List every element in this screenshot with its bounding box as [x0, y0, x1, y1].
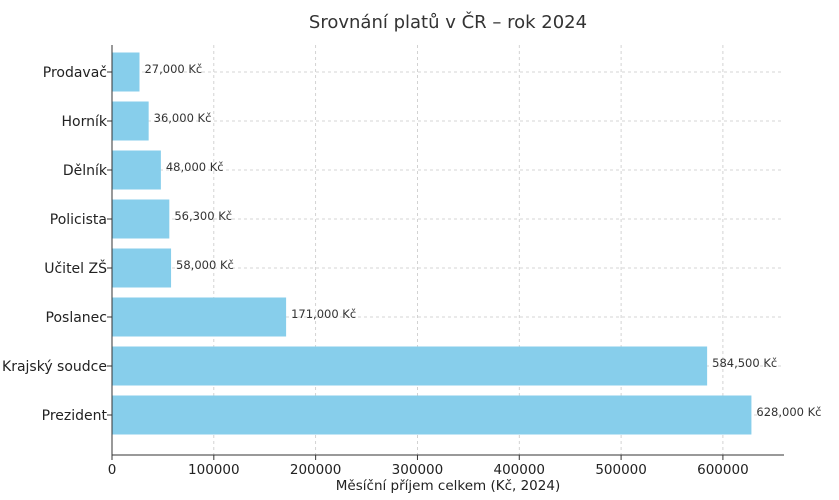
chart-title: Srovnání platů v ČR – rok 2024 [309, 11, 587, 33]
bar [112, 395, 752, 435]
value-label: 584,500 Kč [712, 356, 777, 370]
bar [112, 297, 287, 337]
x-tick-label: 0 [108, 462, 117, 478]
value-label: 48,000 Kč [166, 160, 224, 174]
value-label: 56,300 Kč [174, 209, 232, 223]
bar [112, 199, 170, 239]
category-label: Horník [62, 114, 108, 130]
category-label: Dělník [63, 163, 108, 179]
bar [112, 52, 140, 92]
x-tick-label: 500000 [595, 462, 647, 478]
labels: 0 100000 200000 300000 400000 500000 600000 Pro… [2, 62, 821, 478]
bar [112, 101, 149, 141]
x-tick-label: 300000 [392, 462, 444, 478]
value-label: 628,000 Kč [756, 405, 821, 419]
category-label: Učitel ZŠ [44, 259, 107, 277]
category-label: Krajský soudce [2, 359, 107, 375]
x-tick-label: 200000 [290, 462, 342, 478]
bar [112, 248, 172, 288]
x-tick-label: 100000 [188, 462, 240, 478]
value-label: 36,000 Kč [154, 111, 212, 125]
value-label: 27,000 Kč [144, 62, 202, 76]
category-label: Prezident [42, 408, 108, 424]
category-label: Poslanec [46, 310, 107, 326]
x-axis-label: Měsíční příjem celkem (Kč, 2024) [336, 478, 560, 494]
value-label: 58,000 Kč [176, 258, 234, 272]
bars [112, 52, 752, 435]
bar [112, 150, 161, 190]
value-label: 171,000 Kč [291, 307, 356, 321]
x-tick-label: 600000 [697, 462, 749, 478]
x-tick-label: 400000 [493, 462, 545, 478]
category-label: Policista [50, 212, 107, 228]
bar [112, 346, 708, 386]
category-label: Prodavač [43, 65, 107, 81]
